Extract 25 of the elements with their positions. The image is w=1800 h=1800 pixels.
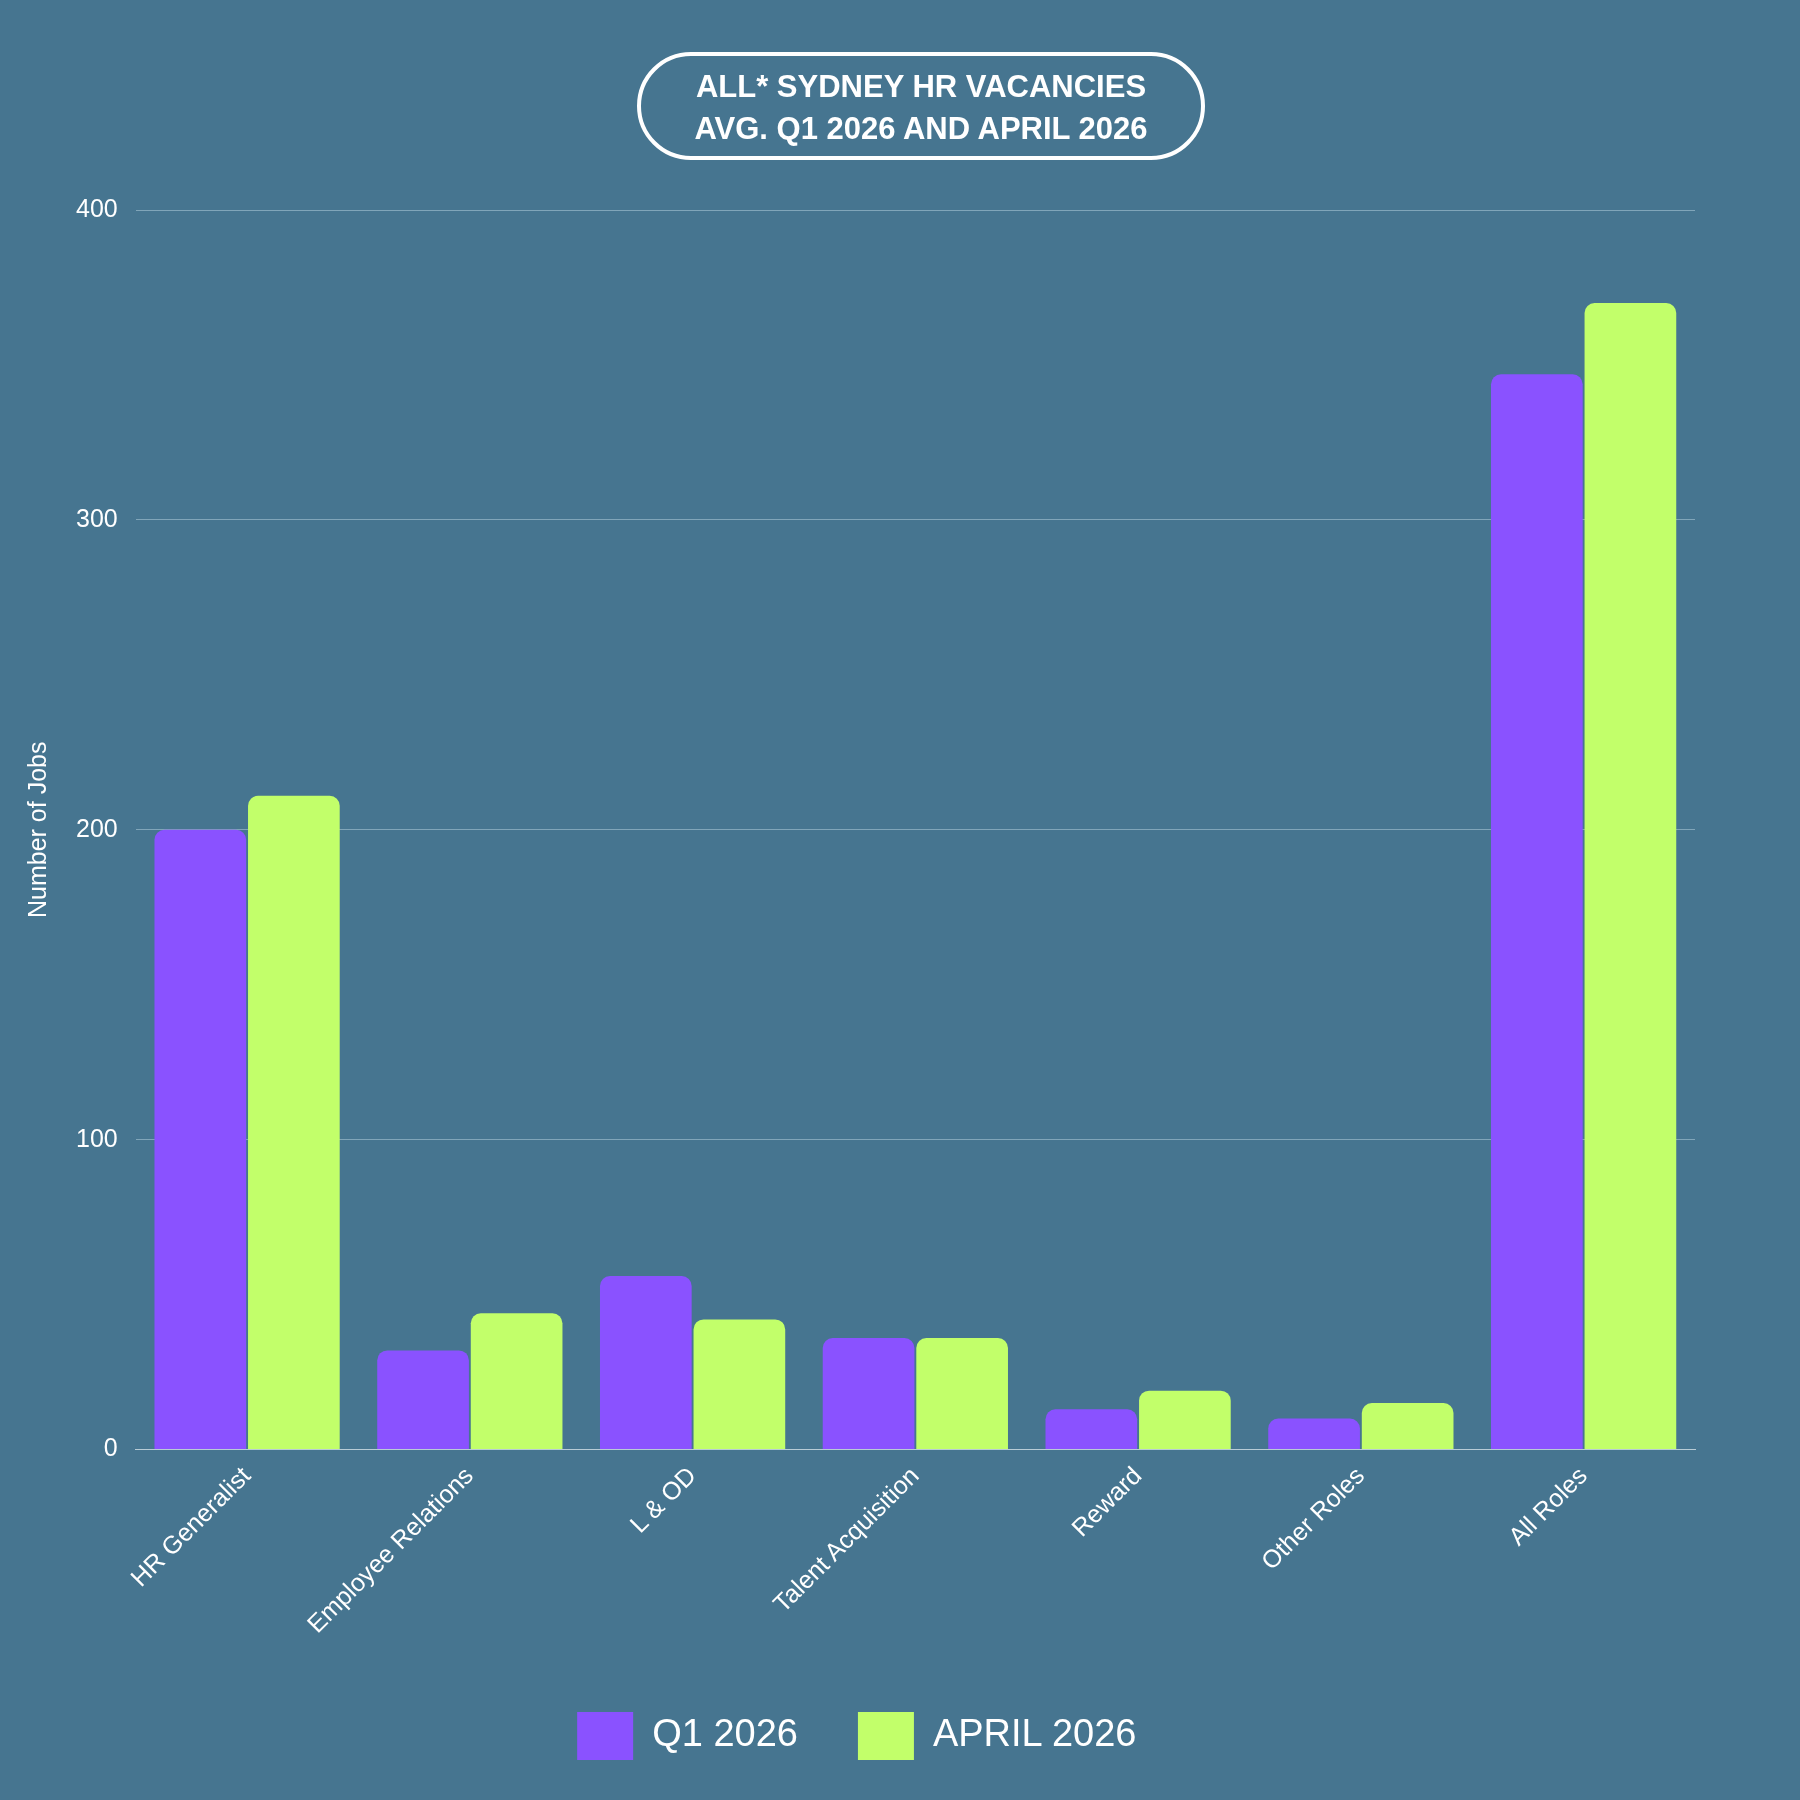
- legend-label: Q1 2026: [652, 1712, 798, 1755]
- y-tick-label: 100: [75, 1123, 118, 1152]
- chart-title: ALL* SYDNEY HR VACANCIES: [694, 68, 1148, 106]
- bar: [599, 1276, 692, 1450]
- bar: [822, 1338, 915, 1450]
- x-tick-label: L & OD: [623, 1460, 702, 1538]
- bar: [470, 1313, 563, 1450]
- bar: [1584, 302, 1677, 1450]
- bar: [1045, 1409, 1138, 1450]
- legend-label: APRIL 2026: [932, 1712, 1137, 1755]
- chart-subtitle: AVG. Q1 2026 AND APRIL 2026: [693, 110, 1149, 148]
- y-axis-title: Number of Jobs: [22, 741, 51, 919]
- bar: [377, 1350, 469, 1450]
- y-tick-label: 400: [75, 193, 118, 222]
- bar: [1139, 1390, 1231, 1450]
- y-tick-label: 200: [75, 813, 118, 842]
- bar: [1491, 374, 1583, 1450]
- bar: [1361, 1403, 1454, 1450]
- y-tick-label: 0: [103, 1433, 118, 1462]
- bar: [248, 795, 340, 1450]
- bar: [693, 1319, 786, 1450]
- bar: [154, 829, 247, 1450]
- y-tick-label: 300: [75, 503, 118, 532]
- bar: [916, 1338, 1008, 1450]
- bar: [1268, 1418, 1360, 1450]
